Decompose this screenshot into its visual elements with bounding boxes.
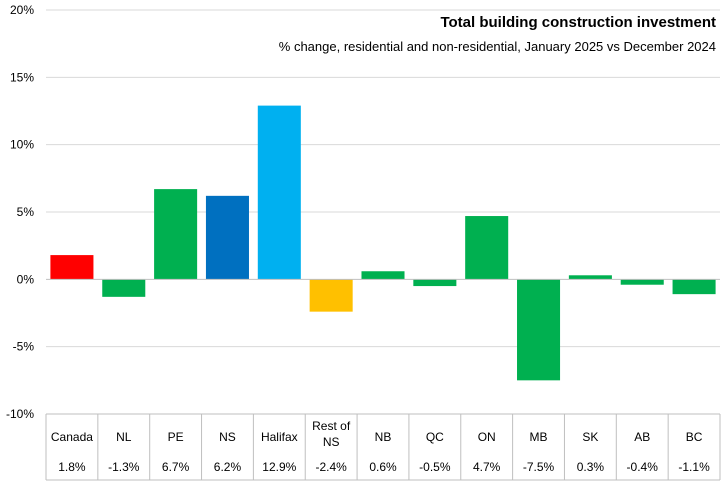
chart-subtitle: % change, residential and non-residentia… [279, 39, 716, 54]
y-tick-label: 15% [10, 70, 34, 84]
value-label: -2.4% [315, 460, 347, 474]
bar [517, 279, 561, 381]
y-tick-label: 10% [10, 138, 34, 152]
y-tick-label: -10% [6, 407, 34, 421]
value-label: -7.5% [523, 460, 555, 474]
bar [205, 195, 249, 280]
bar [309, 279, 353, 312]
bar [257, 105, 301, 280]
bar [361, 271, 405, 280]
value-label: 12.9% [262, 460, 296, 474]
bar [620, 279, 664, 285]
y-tick-label: -5% [13, 340, 35, 354]
category-label: Halifax [261, 430, 298, 444]
value-label: 1.8% [58, 460, 86, 474]
chart-title: Total building construction investment [440, 14, 716, 31]
bar [50, 255, 94, 280]
bars [50, 105, 716, 381]
gridlines [46, 9, 720, 415]
category-label: NL [116, 430, 132, 444]
value-label: 6.2% [214, 460, 242, 474]
value-label: -1.1% [678, 460, 710, 474]
bar [154, 189, 198, 280]
bar [672, 279, 716, 295]
data-table: Canada 1.8% NL -1.3% PE 6.7% NS 6.2% Halifax 12.9… [45, 413, 721, 481]
y-tick-label: 5% [17, 205, 35, 219]
value-label: -1.3% [108, 460, 140, 474]
bar [413, 279, 457, 287]
category-label: QC [426, 430, 444, 444]
category-label: BC [686, 430, 703, 444]
category-label: MB [530, 430, 548, 444]
value-label: -0.4% [627, 460, 659, 474]
category-label: AB [634, 430, 650, 444]
value-label: 0.3% [577, 460, 605, 474]
value-label: 4.7% [473, 460, 501, 474]
category-label: PE [168, 430, 184, 444]
category-label: ON [478, 430, 496, 444]
y-tick-label: 20% [10, 3, 34, 17]
bar [465, 216, 509, 280]
y-tick-label: 0% [17, 272, 35, 286]
category-label: NS [219, 430, 236, 444]
bar [102, 279, 146, 297]
value-label: 0.6% [369, 460, 397, 474]
bar [568, 275, 612, 280]
category-label: Canada [51, 430, 93, 444]
category-label: SK [582, 430, 598, 444]
value-label: 6.7% [162, 460, 190, 474]
category-label: NB [375, 430, 392, 444]
category-label: Rest of NS [312, 419, 351, 449]
value-label: -0.5% [419, 460, 451, 474]
y-axis-ticks: -10% -5% 0% 5% 10% 15% 20% [6, 3, 34, 421]
